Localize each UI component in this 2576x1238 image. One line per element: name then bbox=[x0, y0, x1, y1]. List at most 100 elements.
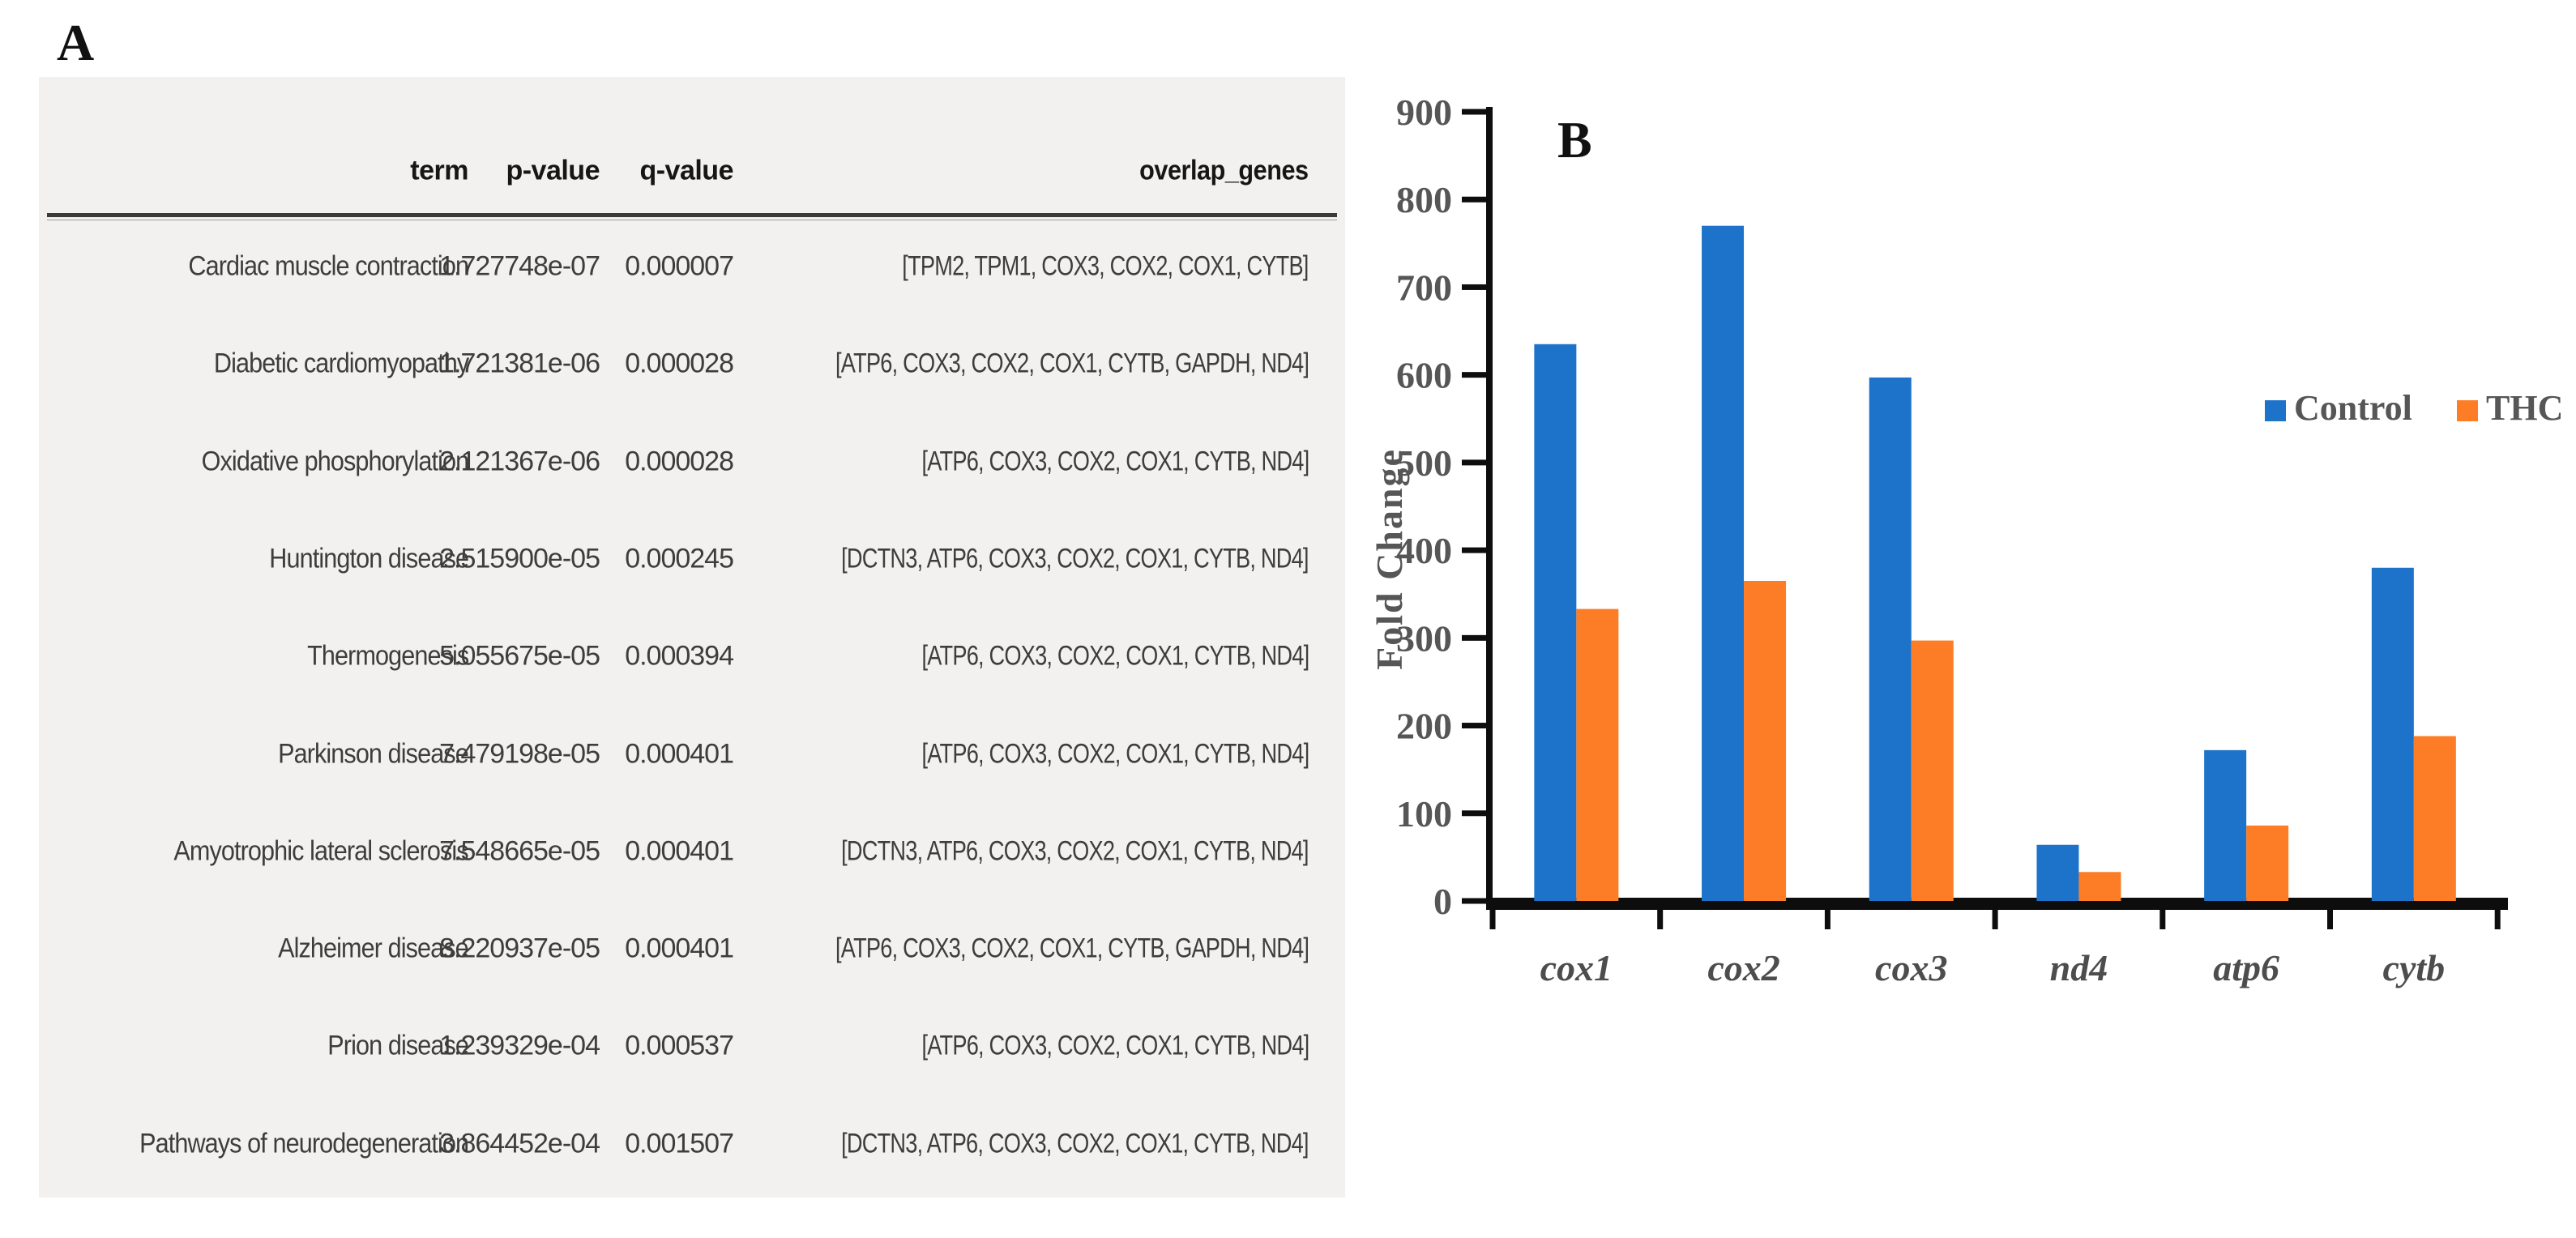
cell-term: Pathways of neurodegeneration bbox=[139, 1128, 469, 1159]
y-tick bbox=[1462, 372, 1486, 378]
cell-p-value: 5.055675e-05 bbox=[439, 640, 600, 672]
x-category-label: atp6 bbox=[2213, 947, 2279, 988]
cell-term: Thermogenesis bbox=[306, 640, 469, 672]
legend-label-control: Control bbox=[2294, 388, 2412, 428]
bar-thc-nd4 bbox=[2078, 872, 2121, 901]
x-tick bbox=[1489, 910, 1496, 929]
table-row: Alzheimer disease 8.220937e-05 0.000401 [AT… bbox=[39, 900, 1345, 997]
cell-p-value: 1.727748e-07 bbox=[439, 250, 600, 282]
cell-q-value: 0.000245 bbox=[625, 543, 734, 574]
table-row: Thermogenesis 5.055675e-05 0.000394 [ATP6, … bbox=[39, 608, 1345, 705]
bar-control-cytb bbox=[2371, 567, 2414, 901]
cell-overlap-genes: [ATP6, COX3, COX2, COX1, CYTB, ND4] bbox=[921, 446, 1309, 477]
bar-thc-cox3 bbox=[1911, 640, 1954, 901]
x-category-label: cox1 bbox=[1540, 947, 1613, 988]
cell-overlap-genes: [DCTN3, ATP6, COX3, COX2, COX1, CYTB, ND… bbox=[841, 835, 1309, 867]
x-axis-line bbox=[1486, 898, 2508, 910]
bar-thc-cox1 bbox=[1576, 608, 1619, 901]
legend-label-thc: THC bbox=[2486, 388, 2563, 428]
bar-control-nd4 bbox=[2036, 844, 2079, 901]
panel-a-label: A bbox=[57, 14, 95, 71]
y-tick bbox=[1462, 898, 1486, 904]
y-tick-label: 700 bbox=[1396, 267, 1452, 308]
cell-q-value: 0.000401 bbox=[625, 738, 734, 769]
y-tick-label: 800 bbox=[1396, 179, 1452, 220]
y-tick bbox=[1462, 634, 1486, 641]
panel-b-label: B bbox=[1557, 111, 1592, 169]
cell-p-value: 3.864452e-04 bbox=[439, 1128, 600, 1159]
table-row: Prion disease 1.239329e-04 0.000537 [ATP6, … bbox=[39, 997, 1345, 1095]
cell-term: Cardiac muscle contraction bbox=[188, 250, 469, 282]
column-header-overlap-genes: overlap_genes bbox=[1139, 155, 1309, 186]
cell-p-value: 1.721381e-06 bbox=[439, 348, 600, 379]
table-row: Diabetic cardiomyopathy 1.721381e-06 0.000… bbox=[39, 315, 1345, 412]
cell-term: Huntington disease bbox=[269, 543, 469, 574]
bar-thc-atp6 bbox=[2246, 825, 2289, 901]
cell-term: Oxidative phosphorylation bbox=[201, 446, 469, 477]
x-category-label: cox3 bbox=[1875, 947, 1947, 988]
table-header-rule bbox=[47, 213, 1337, 220]
cell-overlap-genes: [ATP6, COX3, COX2, COX1, CYTB, ND4] bbox=[921, 1030, 1309, 1061]
cell-q-value: 0.000028 bbox=[625, 348, 734, 379]
y-tick-label: 300 bbox=[1396, 617, 1452, 659]
x-tick bbox=[1992, 910, 1998, 929]
y-tick bbox=[1462, 109, 1486, 115]
y-tick bbox=[1462, 196, 1486, 203]
x-tick bbox=[2327, 910, 2333, 929]
table-row: Oxidative phosphorylation 2.121367e-06 0.0… bbox=[39, 413, 1345, 510]
column-header-q-value: q-value bbox=[639, 155, 733, 186]
x-category-label: cox2 bbox=[1707, 947, 1779, 988]
cell-p-value: 7.479198e-05 bbox=[439, 738, 600, 769]
bar-control-atp6 bbox=[2204, 749, 2247, 901]
y-axis-title: Fold Change bbox=[1369, 448, 1410, 670]
cell-term: Parkinson disease bbox=[278, 738, 469, 769]
cell-p-value: 8.220937e-05 bbox=[439, 933, 600, 964]
cell-term: Alzheimer disease bbox=[278, 933, 469, 964]
cell-overlap-genes: [DCTN3, ATP6, COX3, COX2, COX1, CYTB, ND… bbox=[841, 543, 1309, 574]
y-tick bbox=[1462, 810, 1486, 817]
cell-p-value: 7.548665e-05 bbox=[439, 835, 600, 867]
y-tick bbox=[1462, 723, 1486, 729]
y-tick-label: 600 bbox=[1396, 355, 1452, 396]
cell-overlap-genes: [DCTN3, ATP6, COX3, COX2, COX1, CYTB, ND… bbox=[841, 1128, 1309, 1159]
bar-control-cox1 bbox=[1534, 344, 1577, 901]
cell-q-value: 0.000401 bbox=[625, 933, 734, 964]
cell-q-value: 0.001507 bbox=[625, 1128, 734, 1159]
table-row: Cardiac muscle contraction 1.727748e-07 0.… bbox=[39, 218, 1345, 315]
x-category-label: cytb bbox=[2383, 947, 2446, 988]
x-tick bbox=[1824, 910, 1831, 929]
cell-p-value: 2.121367e-06 bbox=[439, 446, 600, 477]
bar-thc-cox2 bbox=[1744, 580, 1787, 901]
legend-swatch-thc bbox=[2457, 400, 2478, 421]
x-tick bbox=[2494, 910, 2501, 929]
cell-q-value: 0.000007 bbox=[625, 250, 734, 282]
cell-q-value: 0.000537 bbox=[625, 1030, 734, 1061]
y-tick bbox=[1462, 547, 1486, 553]
bar-control-cox3 bbox=[1869, 377, 1912, 901]
cell-p-value: 2.515900e-05 bbox=[439, 543, 600, 574]
bar-control-cox2 bbox=[1702, 225, 1745, 901]
cell-q-value: 0.000401 bbox=[625, 835, 734, 867]
y-tick bbox=[1462, 284, 1486, 290]
y-tick-label: 500 bbox=[1396, 442, 1452, 484]
cell-q-value: 0.000394 bbox=[625, 640, 734, 672]
table-row: Huntington disease 2.515900e-05 0.000245 [D… bbox=[39, 510, 1345, 608]
cell-overlap-genes: [TPM2, TPM1, COX3, COX2, COX1, CYTB] bbox=[902, 250, 1309, 282]
cell-overlap-genes: [ATP6, COX3, COX2, COX1, CYTB, GAPDH, ND… bbox=[835, 348, 1309, 379]
table-row: Pathways of neurodegeneration 3.864452e-0… bbox=[39, 1095, 1345, 1193]
cell-overlap-genes: [ATP6, COX3, COX2, COX1, CYTB, GAPDH, ND… bbox=[835, 933, 1309, 964]
cell-term: Diabetic cardiomyopathy bbox=[213, 348, 469, 379]
table-row: Amyotrophic lateral sclerosis 7.548665e-0… bbox=[39, 803, 1345, 900]
bar-thc-cytb bbox=[2413, 736, 2456, 901]
y-axis-line bbox=[1486, 107, 1493, 904]
cell-term: Amyotrophic lateral sclerosis bbox=[173, 835, 469, 867]
y-tick-label: 0 bbox=[1433, 881, 1452, 922]
legend-swatch-control bbox=[2265, 400, 2286, 421]
x-tick bbox=[2159, 910, 2166, 929]
y-tick-label: 100 bbox=[1396, 793, 1452, 835]
cell-overlap-genes: [ATP6, COX3, COX2, COX1, CYTB, ND4] bbox=[921, 640, 1309, 672]
y-tick bbox=[1462, 459, 1486, 466]
cell-term: Prion disease bbox=[327, 1030, 469, 1061]
